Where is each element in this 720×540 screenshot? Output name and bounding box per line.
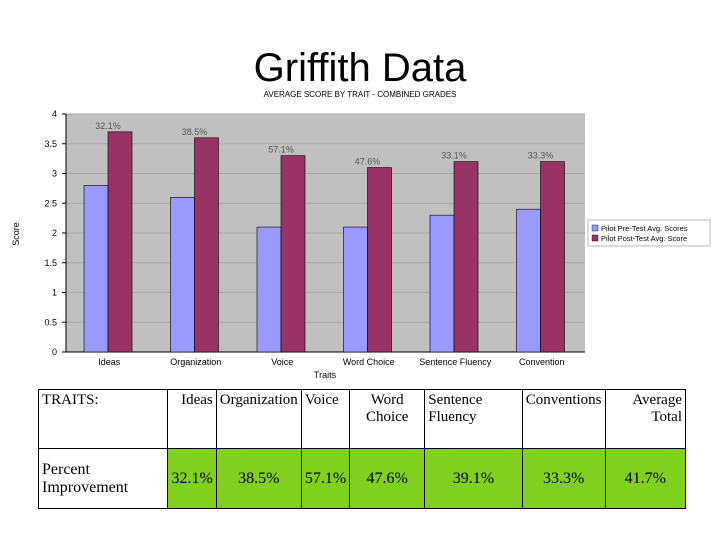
value-conventions: 33.3%: [521, 448, 606, 509]
header-voice: Voice: [300, 389, 351, 449]
x-tick-label: Sentence Fluency: [419, 357, 492, 367]
x-axis-label: Traits: [314, 370, 337, 380]
value-word-choice: 47.6%: [349, 448, 426, 509]
improvement-table: TRAITS: Ideas Organization Voice Word Ch…: [37, 389, 687, 509]
x-tick-label: Organization: [170, 357, 221, 367]
bar-pre: [516, 208, 541, 353]
bar-chart: 0 0.5 1 1.5 2 2.5 3 3.5 4 32.1% Ideas 38.5% Organiza…: [11, 90, 711, 380]
bar-post: [540, 161, 565, 353]
x-tick-label: Voice: [271, 357, 293, 367]
bar-post: [107, 131, 133, 353]
bar-pre: [429, 214, 455, 353]
data-label: 38.5%: [182, 127, 208, 137]
bar-post: [453, 161, 479, 353]
header-traits: TRAITS:: [37, 389, 169, 449]
header-conventions: Conventions: [521, 389, 606, 449]
y-tick-label: 0.5: [44, 317, 57, 327]
x-tick-label: Convention: [519, 357, 565, 367]
table-value-row: Percent Improvement 32.1% 38.5% 57.1% 47…: [37, 448, 687, 509]
value-average-total: 41.7%: [604, 448, 687, 509]
bar-pre: [256, 226, 282, 353]
y-axis-label: Score: [11, 222, 21, 246]
data-label: 32.1%: [95, 121, 121, 131]
data-label: 47.6%: [355, 157, 381, 167]
data-label: 33.1%: [441, 151, 467, 161]
header-word-choice: Word Choice: [349, 389, 426, 449]
legend-label: Pilot Post-Test Avg. Score: [601, 234, 687, 243]
y-tick-label: 2.5: [44, 198, 57, 208]
header-sentence-fluency: Sentence Fluency: [424, 389, 523, 449]
y-tick-label: 3.5: [44, 139, 57, 149]
value-organization: 38.5%: [215, 448, 302, 509]
bar-pre: [83, 185, 109, 353]
data-label: 57.1%: [268, 145, 294, 155]
legend-swatch: [591, 224, 599, 232]
chart-title: AVERAGE SCORE BY TRAIT - COMBINED GRADES: [264, 90, 457, 99]
y-tick-label: 0: [52, 347, 57, 357]
bar-post: [194, 137, 219, 353]
bar-pre: [170, 197, 195, 353]
y-tick-label: 1.5: [44, 258, 57, 268]
bar-post: [367, 167, 392, 353]
legend-swatch: [591, 234, 599, 242]
value-voice: 57.1%: [300, 448, 351, 509]
value-sentence-fluency: 39.1%: [424, 448, 523, 509]
y-tick-label: 3: [52, 169, 57, 179]
header-average-total: Average Total: [604, 389, 687, 449]
header-ideas: Ideas: [167, 389, 217, 449]
data-label: 33.3%: [528, 151, 554, 161]
bar-pre: [343, 226, 368, 353]
bar-post: [280, 155, 306, 353]
header-organization: Organization: [215, 389, 302, 449]
slide-title: Griffith Data: [253, 46, 467, 90]
legend-label: Pilot Pre-Test Avg. Scores: [601, 224, 688, 233]
value-ideas: 32.1%: [167, 448, 217, 509]
x-tick-label: Ideas: [98, 357, 121, 367]
legend-box: [587, 219, 711, 247]
y-tick-label: 1: [52, 288, 57, 298]
x-tick-label: Word Choice: [343, 357, 395, 367]
table-header-row: TRAITS: Ideas Organization Voice Word Ch…: [37, 389, 687, 449]
y-tick-label: 4: [52, 109, 57, 119]
y-tick-label: 2: [52, 228, 57, 238]
row-label: Percent Improvement: [37, 448, 169, 509]
